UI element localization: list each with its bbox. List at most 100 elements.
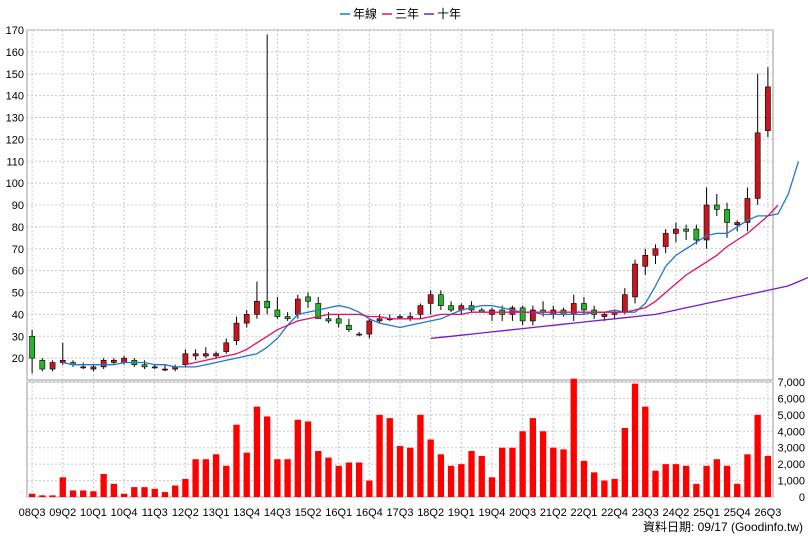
candle-body xyxy=(754,132,761,199)
volume-bar xyxy=(713,459,720,497)
volume-bar xyxy=(28,493,36,497)
price-tick-label: 50 xyxy=(12,288,24,300)
volume-bar xyxy=(580,460,588,497)
volume-bar xyxy=(376,414,383,497)
volume-bar xyxy=(478,455,485,497)
x-tick-label: 24Q2 xyxy=(662,507,689,519)
ma-line xyxy=(430,276,808,340)
volume-bar xyxy=(652,470,659,497)
price-candle xyxy=(213,351,219,359)
volume-bars xyxy=(28,378,772,497)
volume-bar xyxy=(253,406,261,497)
price-candle xyxy=(529,305,536,326)
price-candle xyxy=(254,281,260,319)
volume-tick-label: 6,000 xyxy=(777,393,805,405)
x-tick-label: 10Q1 xyxy=(80,507,107,519)
price-tick-label: 90 xyxy=(12,200,24,212)
volume-bar xyxy=(703,465,710,497)
candle-body xyxy=(734,222,741,225)
price-candle xyxy=(346,318,352,332)
volume-tick-label: 5,000 xyxy=(777,410,805,422)
candle-body xyxy=(673,228,679,234)
candle-body xyxy=(264,300,271,309)
candle-body xyxy=(765,86,771,131)
candle-body xyxy=(427,294,434,304)
price-candle xyxy=(335,314,342,328)
volume-bar xyxy=(315,451,322,497)
candle-body xyxy=(162,368,168,371)
volume-bar xyxy=(672,464,680,497)
volume-tick-label: 2,000 xyxy=(777,459,805,471)
price-candle xyxy=(703,187,710,249)
volume-bar xyxy=(407,447,414,497)
price-candle xyxy=(683,224,689,240)
price-candle xyxy=(29,329,35,374)
volume-bar xyxy=(325,457,332,497)
price-candle xyxy=(489,307,495,321)
candle-body xyxy=(713,204,720,210)
volume-bar xyxy=(601,480,608,497)
price-candle xyxy=(570,294,577,321)
price-candle xyxy=(581,296,587,315)
candle-body xyxy=(703,204,710,241)
volume-bar xyxy=(611,478,618,497)
price-candle xyxy=(611,310,618,319)
volume-bar xyxy=(202,459,210,497)
price-candle xyxy=(724,202,730,238)
price-candle xyxy=(192,349,199,361)
volume-tick-label: 1,000 xyxy=(777,476,805,488)
price-tick-label: 60 xyxy=(12,266,24,278)
candle-body xyxy=(223,342,230,352)
price-candle xyxy=(632,259,638,304)
volume-bar xyxy=(161,492,169,497)
candle-body xyxy=(243,314,250,324)
x-tick-label: 11Q3 xyxy=(142,507,168,519)
candle-body xyxy=(59,360,66,363)
price-candle xyxy=(652,244,659,265)
candle-body xyxy=(693,228,700,241)
price-candle xyxy=(386,314,393,321)
price-tick-label: 20 xyxy=(12,353,24,365)
price-candle xyxy=(427,290,434,315)
volume-bar xyxy=(69,490,77,497)
volume-bar xyxy=(294,419,301,497)
price-candle xyxy=(182,349,189,367)
price-candle xyxy=(151,364,158,370)
price-tick-label: 170 xyxy=(6,25,24,37)
price-tick-label: 160 xyxy=(6,47,24,59)
price-candle xyxy=(734,220,741,232)
price-candle xyxy=(478,307,485,313)
candle-body xyxy=(509,307,516,315)
volume-bar xyxy=(100,474,107,497)
price-candle xyxy=(642,248,649,275)
price-candle xyxy=(284,312,291,321)
volume-bar xyxy=(345,462,353,497)
legend-item: 十年 xyxy=(424,7,461,21)
price-candle xyxy=(662,229,669,254)
price-candle xyxy=(376,314,383,324)
x-tick-label: 08Q3 xyxy=(19,507,46,519)
volume-bar xyxy=(764,455,772,497)
x-tick-label: 12Q2 xyxy=(172,507,199,519)
price-candle xyxy=(80,362,87,370)
candle-body xyxy=(80,366,87,369)
volume-bar xyxy=(284,459,291,497)
legend-label: 十年 xyxy=(437,7,461,21)
volume-bar xyxy=(335,465,342,497)
price-candle xyxy=(754,73,761,205)
ma-line xyxy=(62,161,800,368)
candle-body xyxy=(29,335,35,359)
candle-body xyxy=(294,298,301,315)
price-tick-label: 100 xyxy=(6,178,24,190)
x-tick-label: 14Q3 xyxy=(264,507,291,519)
price-candle xyxy=(264,34,271,315)
candle-body xyxy=(581,303,587,311)
candle-body xyxy=(182,353,189,365)
candle-body xyxy=(417,305,424,315)
price-candle xyxy=(397,314,403,319)
volume-bar xyxy=(488,477,496,497)
price-candle xyxy=(305,292,311,308)
volume-bar xyxy=(570,378,577,497)
x-tick-label: 15Q2 xyxy=(295,507,322,519)
